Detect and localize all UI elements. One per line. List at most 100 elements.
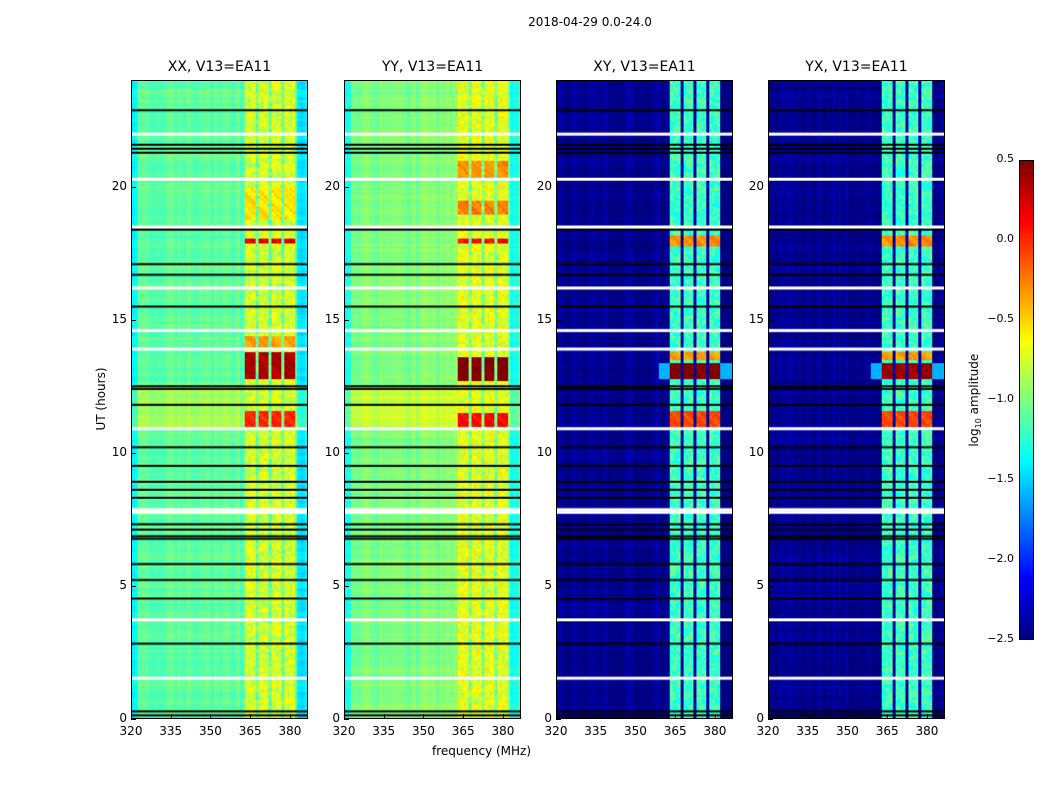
- x-tick-mark: [131, 714, 132, 719]
- colorbar-tick-label: 0.5: [996, 152, 1015, 165]
- x-tick-mark: [887, 714, 889, 719]
- x-tick-mark: [847, 714, 849, 719]
- y-tick-label: 15: [324, 311, 340, 326]
- y-tick-mark: [768, 719, 773, 720]
- y-tick-label: 5: [756, 577, 764, 592]
- y-tick-mark: [131, 319, 136, 321]
- x-tick-mark: [463, 714, 465, 719]
- x-tick-label: 320: [756, 724, 780, 738]
- x-tick-mark: [383, 714, 385, 719]
- x-tick-label: 365: [451, 724, 475, 738]
- x-tick-label: 320: [332, 724, 356, 738]
- x-tick-mark: [926, 714, 928, 719]
- y-tick-label: 0: [119, 711, 127, 725]
- panel-title: XY, V13=EA11: [593, 59, 696, 75]
- y-tick-label: 20: [748, 178, 764, 193]
- y-tick-mark: [556, 452, 561, 454]
- y-tick-mark: [344, 186, 349, 188]
- x-tick-label: 350: [624, 724, 647, 738]
- panel-title: XX, V13=EA11: [167, 59, 272, 75]
- colorbar-tick-label: −1.5: [987, 472, 1014, 485]
- x-tick-mark: [210, 714, 212, 719]
- y-tick-label: 10: [324, 444, 340, 459]
- x-tick-label: 335: [584, 724, 608, 738]
- x-tick-mark: [423, 714, 425, 719]
- heatmap-panel: [131, 80, 308, 719]
- colorbar-tick-label: −2.5: [987, 632, 1014, 645]
- colorbar: [1019, 160, 1034, 640]
- panel-title: YY, V13=EA11: [381, 59, 484, 75]
- y-tick-label: 5: [544, 577, 552, 592]
- heatmap-panel: [556, 80, 733, 719]
- y-tick-label: 10: [536, 444, 552, 459]
- x-tick-label: 380: [703, 724, 727, 738]
- x-tick-mark: [250, 714, 252, 719]
- y-tick-mark: [131, 585, 136, 587]
- x-tick-mark: [556, 714, 557, 719]
- y-tick-mark: [768, 186, 773, 188]
- y-tick-label: 5: [119, 577, 127, 592]
- x-tick-mark: [768, 714, 769, 719]
- y-tick-label: 15: [748, 311, 764, 326]
- x-tick-label: 335: [159, 724, 183, 738]
- y-tick-label: 20: [324, 178, 340, 193]
- y-tick-label: 20: [111, 178, 127, 193]
- heatmap-image: [769, 81, 944, 718]
- x-tick-mark: [807, 714, 809, 719]
- colorbar-tick-label: 0.0: [996, 232, 1015, 245]
- y-tick-mark: [556, 585, 561, 587]
- heatmap-panel: [344, 80, 521, 719]
- x-tick-label: 380: [915, 724, 939, 738]
- y-tick-label: 20: [536, 178, 552, 193]
- y-tick-label: 0: [544, 711, 552, 725]
- y-tick-mark: [344, 585, 349, 587]
- y-tick-label: 15: [536, 311, 552, 326]
- y-tick-mark: [131, 719, 136, 720]
- x-tick-label: 365: [663, 724, 687, 738]
- y-axis-label: UT (hours): [94, 367, 108, 431]
- y-tick-mark: [768, 452, 773, 454]
- heatmap-panel: [768, 80, 945, 719]
- x-tick-mark: [675, 714, 677, 719]
- x-tick-label: 320: [544, 724, 568, 738]
- x-axis-label: frequency (MHz): [432, 744, 532, 758]
- y-tick-mark: [556, 319, 561, 321]
- colorbar-tick-label: −0.5: [987, 312, 1014, 325]
- y-tick-mark: [344, 319, 349, 321]
- y-tick-mark: [768, 585, 773, 587]
- colorbar-label: log10 amplitude: [966, 353, 984, 447]
- x-tick-mark: [635, 714, 637, 719]
- y-tick-mark: [344, 452, 349, 454]
- y-tick-mark: [556, 719, 561, 720]
- x-tick-label: 350: [199, 724, 222, 738]
- figure-title: 2018-04-29 0.0-24.0: [528, 15, 652, 29]
- y-tick-mark: [344, 719, 349, 720]
- x-tick-mark: [344, 714, 345, 719]
- x-tick-label: 335: [372, 724, 396, 738]
- x-tick-mark: [502, 714, 504, 719]
- y-tick-mark: [556, 186, 561, 188]
- x-tick-label: 350: [836, 724, 859, 738]
- x-tick-label: 380: [491, 724, 515, 738]
- x-tick-label: 350: [412, 724, 435, 738]
- x-tick-mark: [289, 714, 291, 719]
- y-tick-label: 0: [756, 711, 764, 725]
- colorbar-tick-label: −1.0: [987, 392, 1014, 405]
- x-tick-label: 380: [278, 724, 302, 738]
- y-tick-label: 10: [111, 444, 127, 459]
- y-tick-label: 10: [748, 444, 764, 459]
- y-tick-mark: [768, 319, 773, 321]
- x-tick-label: 335: [796, 724, 820, 738]
- heatmap-image: [557, 81, 732, 718]
- x-tick-mark: [714, 714, 716, 719]
- y-tick-label: 5: [332, 577, 340, 592]
- x-tick-label: 365: [238, 724, 262, 738]
- y-tick-mark: [131, 452, 136, 454]
- heatmap-image: [345, 81, 520, 718]
- colorbar-tick-label: −2.0: [987, 552, 1014, 565]
- y-tick-mark: [131, 186, 136, 188]
- y-tick-label: 0: [332, 711, 340, 725]
- x-tick-mark: [170, 714, 172, 719]
- y-tick-label: 15: [111, 311, 127, 326]
